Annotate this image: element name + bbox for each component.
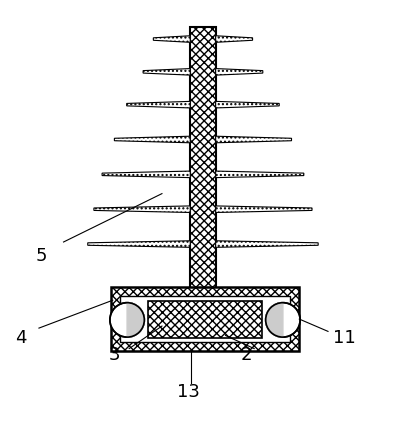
Circle shape [110,303,144,337]
Polygon shape [126,101,190,108]
Polygon shape [215,69,262,75]
Text: 4: 4 [15,329,26,347]
Polygon shape [215,171,303,178]
Polygon shape [114,136,190,143]
Text: 2: 2 [240,346,251,364]
Polygon shape [94,206,190,213]
Text: 5: 5 [35,247,47,265]
Text: 11: 11 [332,329,355,347]
Bar [119,296,290,342]
Polygon shape [265,303,282,337]
Polygon shape [215,241,317,247]
Polygon shape [215,36,252,43]
Bar [110,287,299,351]
Polygon shape [215,101,279,108]
Polygon shape [215,136,291,143]
Bar [147,301,262,338]
Bar [119,296,290,342]
Polygon shape [153,36,190,43]
Bar [190,27,215,301]
Circle shape [265,303,299,337]
Text: 3: 3 [109,346,120,364]
Polygon shape [143,69,190,75]
Polygon shape [215,206,311,213]
Polygon shape [88,241,190,247]
Polygon shape [102,171,190,178]
Text: 13: 13 [177,383,200,400]
Polygon shape [127,303,144,337]
